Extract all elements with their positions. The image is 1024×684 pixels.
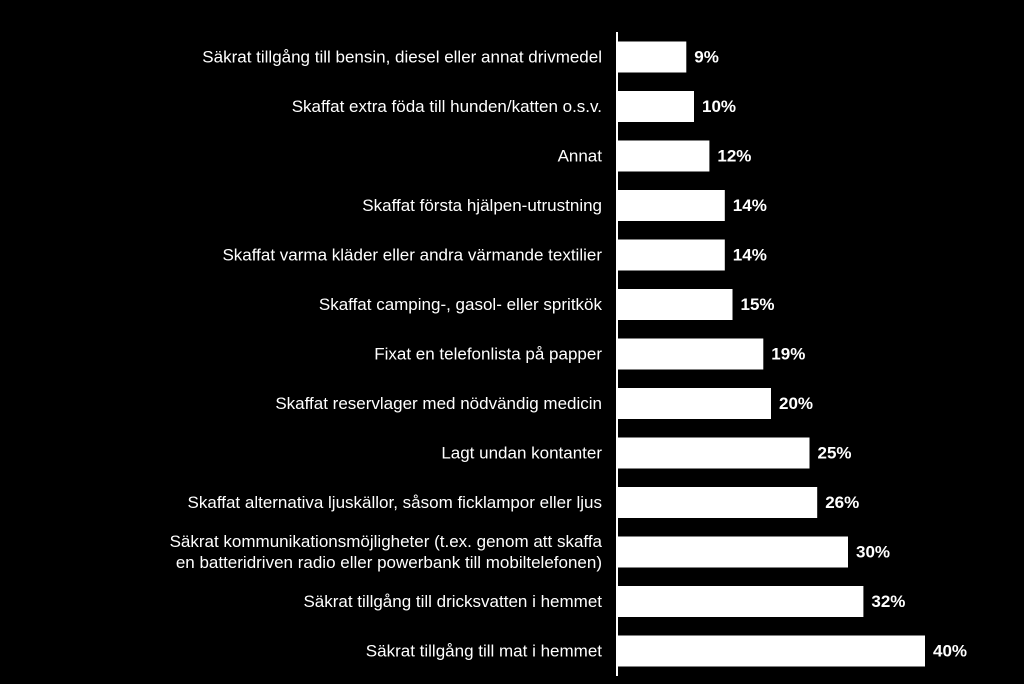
bar-4 [617,239,725,271]
bar-1 [617,91,694,122]
category-label-10-line-1: en batteridriven radio eller powerbank t… [176,553,602,572]
bar-2 [617,140,710,172]
value-label-2: 12% [717,147,751,166]
bar-5 [617,289,733,320]
value-label-0: 9% [694,48,719,67]
category-label-10-line-0: Säkrat kommunikationsmöjligheter (t.ex. … [170,532,603,551]
value-label-8: 25% [818,444,852,463]
bar-12 [617,635,925,667]
value-label-3: 14% [733,196,767,215]
category-label-8: Lagt undan kontanter [441,444,602,463]
category-label-1: Skaffat extra föda till hunden/katten o.… [292,97,602,116]
value-label-11: 32% [871,592,905,611]
bar-3 [617,190,725,221]
bar-0 [617,41,687,73]
category-label-12: Säkrat tillgång till mat i hemmet [366,642,602,661]
value-label-9: 26% [825,493,859,512]
bar-10 [617,536,848,568]
category-label-11: Säkrat tillgång till dricksvatten i hemm… [303,592,602,611]
category-label-0: Säkrat tillgång till bensin, diesel elle… [202,48,602,67]
bar-7 [617,388,771,419]
value-label-4: 14% [733,246,767,265]
category-label-9: Skaffat alternativa ljuskällor, såsom fi… [188,493,602,512]
value-label-5: 15% [741,295,775,314]
category-label-7: Skaffat reservlager med nödvändig medici… [275,394,602,413]
value-label-12: 40% [933,642,967,661]
category-label-6: Fixat en telefonlista på papper [374,345,602,364]
category-label-2: Annat [558,147,603,166]
value-label-10: 30% [856,543,890,562]
category-label-5: Skaffat camping-, gasol- eller spritkök [319,295,603,314]
category-label-3: Skaffat första hjälpen-utrustning [362,196,602,215]
category-label-4: Skaffat varma kläder eller andra värmand… [222,246,602,265]
bar-6 [617,338,764,370]
value-label-6: 19% [771,345,805,364]
bar-8 [617,437,810,469]
value-label-7: 20% [779,394,813,413]
value-label-1: 10% [702,97,736,116]
bar-9 [617,487,818,518]
bar-11 [617,586,864,617]
